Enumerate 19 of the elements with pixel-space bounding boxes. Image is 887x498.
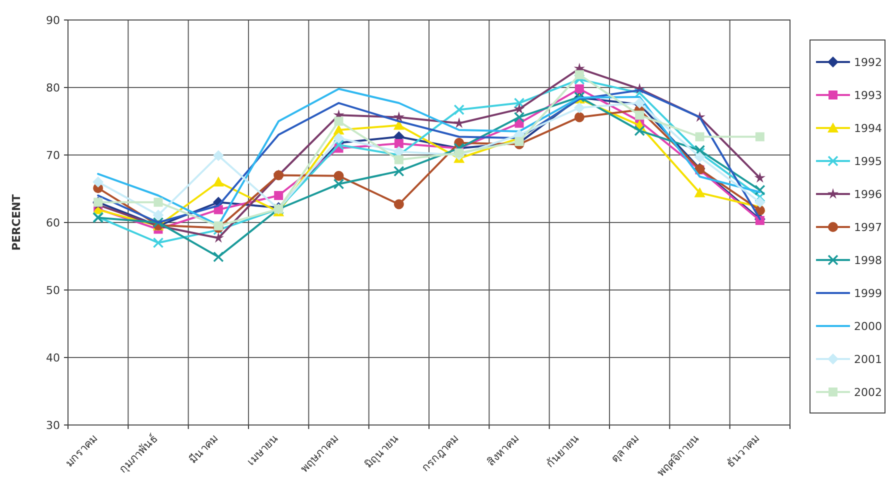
legend-label: 2002 xyxy=(854,386,882,399)
y-axis-title: PERCENT xyxy=(10,194,23,251)
legend-label: 1999 xyxy=(854,287,882,300)
y-tick-label: 90 xyxy=(46,14,60,27)
legend-label: 1992 xyxy=(854,56,882,69)
legend-label: 2000 xyxy=(854,320,882,333)
legend-label: 1996 xyxy=(854,188,882,201)
y-tick-label: 30 xyxy=(46,419,60,432)
legend-label: 1994 xyxy=(854,122,882,135)
y-tick-label: 60 xyxy=(46,216,60,230)
legend-label: 1997 xyxy=(854,221,882,234)
y-tick-label: 50 xyxy=(46,284,60,297)
y-tick-label: 80 xyxy=(46,82,60,94)
y-tick-label: 40 xyxy=(46,352,60,364)
legend-label: 2001 xyxy=(854,353,882,366)
legend-label: 1998 xyxy=(854,254,882,267)
legend-label: 1995 xyxy=(854,155,882,168)
legend-label: 1993 xyxy=(854,89,882,102)
y-tick-label: 70 xyxy=(46,149,60,162)
